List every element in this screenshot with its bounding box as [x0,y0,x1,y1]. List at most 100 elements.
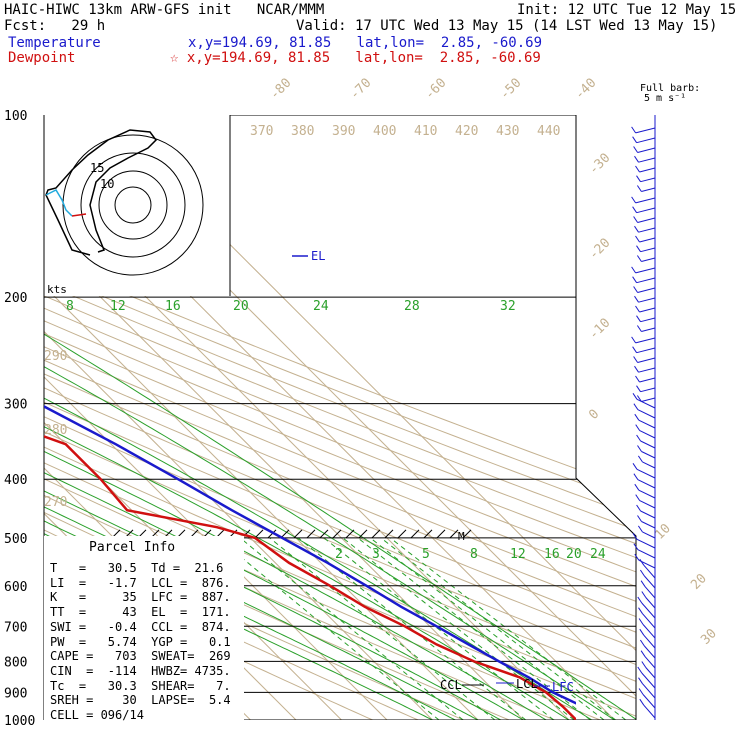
wind-barb [637,409,656,419]
hatch-mark [384,529,394,539]
wind-barb-feather [632,206,638,213]
dry-adiabat [44,115,636,720]
theta-labels: 370 380 390 400 410 420 430 440 290 280 270 [44,124,560,510]
wind-barb-feather [632,276,638,283]
dry-adiabat [44,115,636,720]
init-time: Init: 12 UTC Tue 12 May 15 [517,2,737,18]
wind-barb [636,468,656,479]
isotherm-label: -70 [347,76,374,103]
hodograph-units: kts [47,283,67,296]
parcel-info-row: CELL = 096/14 [50,708,144,722]
hatch-mark [319,529,329,539]
wind-barb [642,683,656,699]
theta-label: 370 [250,124,273,139]
wind-barb-feather [639,698,645,706]
wind-barb [637,147,656,153]
lfc-label: LFC [552,680,574,694]
wind-barb-feather [633,286,639,293]
plot-frame-right [575,115,637,720]
dry-adiabat [44,115,373,720]
wind-barb [640,317,656,323]
wind-barb [641,327,656,332]
wind-barb-feather [636,175,641,182]
parcel-info-row: TT = 43 EL = 171. [50,605,231,620]
wind-barb-feather [637,666,643,674]
parcel-info-row: SREH = 30 LAPSE= 5.4 [50,693,231,708]
wind-barb [638,419,656,429]
hatch-mark [358,529,368,539]
wind-barb [635,127,656,134]
m-label: M [458,530,465,543]
wind-barb [644,586,656,599]
wind-barb [636,207,656,214]
wind-barbs [631,126,656,719]
wind-barb-feather [631,336,637,344]
pressure-label: 300 [4,398,27,413]
wind-barb [635,197,656,204]
wind-barb [641,672,656,689]
theta-label: 390 [332,124,355,139]
wind-barb [636,137,656,144]
wind-barb [641,602,656,619]
theta-label: 280 [44,423,67,438]
wind-barb [637,217,656,223]
parcel-info-row: CAPE = 703 SWEAT= 269 [50,649,231,664]
mixing-ratio-label: 12 [110,299,126,314]
mixing-ratio-label: 16 [165,299,181,314]
wind-barb [644,575,656,589]
dry-adiabat [44,115,636,720]
wind-barb [636,347,656,354]
dry-adiabat [44,115,636,720]
wind-barb-feather [631,196,637,204]
hodograph: 10 15 kts [44,115,231,296]
mixing-ratio-line [297,537,527,720]
hatch-mark [332,529,342,539]
pressure-label: 200 [4,291,27,306]
theta-label: 380 [291,124,314,139]
wind-barb-feather [639,558,645,566]
hodograph-background [44,115,230,296]
barb-legend-line2: 5 m s⁻¹ [644,93,687,104]
wind-barb [643,634,656,649]
wind-barb [640,510,656,519]
wind-barb [639,307,656,313]
hatch-mark [306,529,316,539]
mixing-ratio-label: 24 [313,299,329,314]
wind-barb [640,247,656,253]
hatch-mark [449,529,459,539]
hodograph-ring [80,152,186,258]
mixing-ratio-line [380,537,617,720]
wind-barb [643,564,656,579]
wind-barb [641,521,656,529]
wind-barb-feather [632,393,638,400]
parcel-info: Parcel Info T = 30.5 Td = 21.6 LI = -1.7 … [44,536,244,722]
model-title: HAIC-HIWC 13km ARW-GFS init NCAR/MMM [4,2,325,18]
wind-barb-feather [639,639,645,647]
wind-barb-feather [641,591,647,598]
dry-adiabat [44,115,636,720]
wind-barb [638,157,656,163]
dry-adiabat [44,115,636,720]
mixing-ratio-line [323,537,555,720]
wind-barb [642,624,656,639]
wind-barb-feather [636,504,642,512]
wind-barb [641,397,656,402]
wind-barb-feather [632,136,638,143]
mixing-ratio-label: 24 [590,547,606,562]
wind-barb-feather [635,165,640,173]
wind-barb [639,377,656,383]
theta-label: 440 [537,124,560,139]
wind-barb-feather [636,325,642,332]
wind-barb-feather [632,463,638,470]
pressure-label: 1000 [4,714,35,729]
wind-barb-feather [636,315,641,322]
hodograph-ring-label: 10 [100,177,114,191]
wind-barb-feather [636,395,642,402]
wind-barb [639,430,656,439]
wind-barb-feather [635,424,641,431]
wind-barb-feather [634,413,640,421]
dry-adiabat [44,115,636,720]
hatch-mark [423,529,433,539]
pressure-label: 800 [4,655,27,670]
theta-label: 410 [414,124,437,139]
